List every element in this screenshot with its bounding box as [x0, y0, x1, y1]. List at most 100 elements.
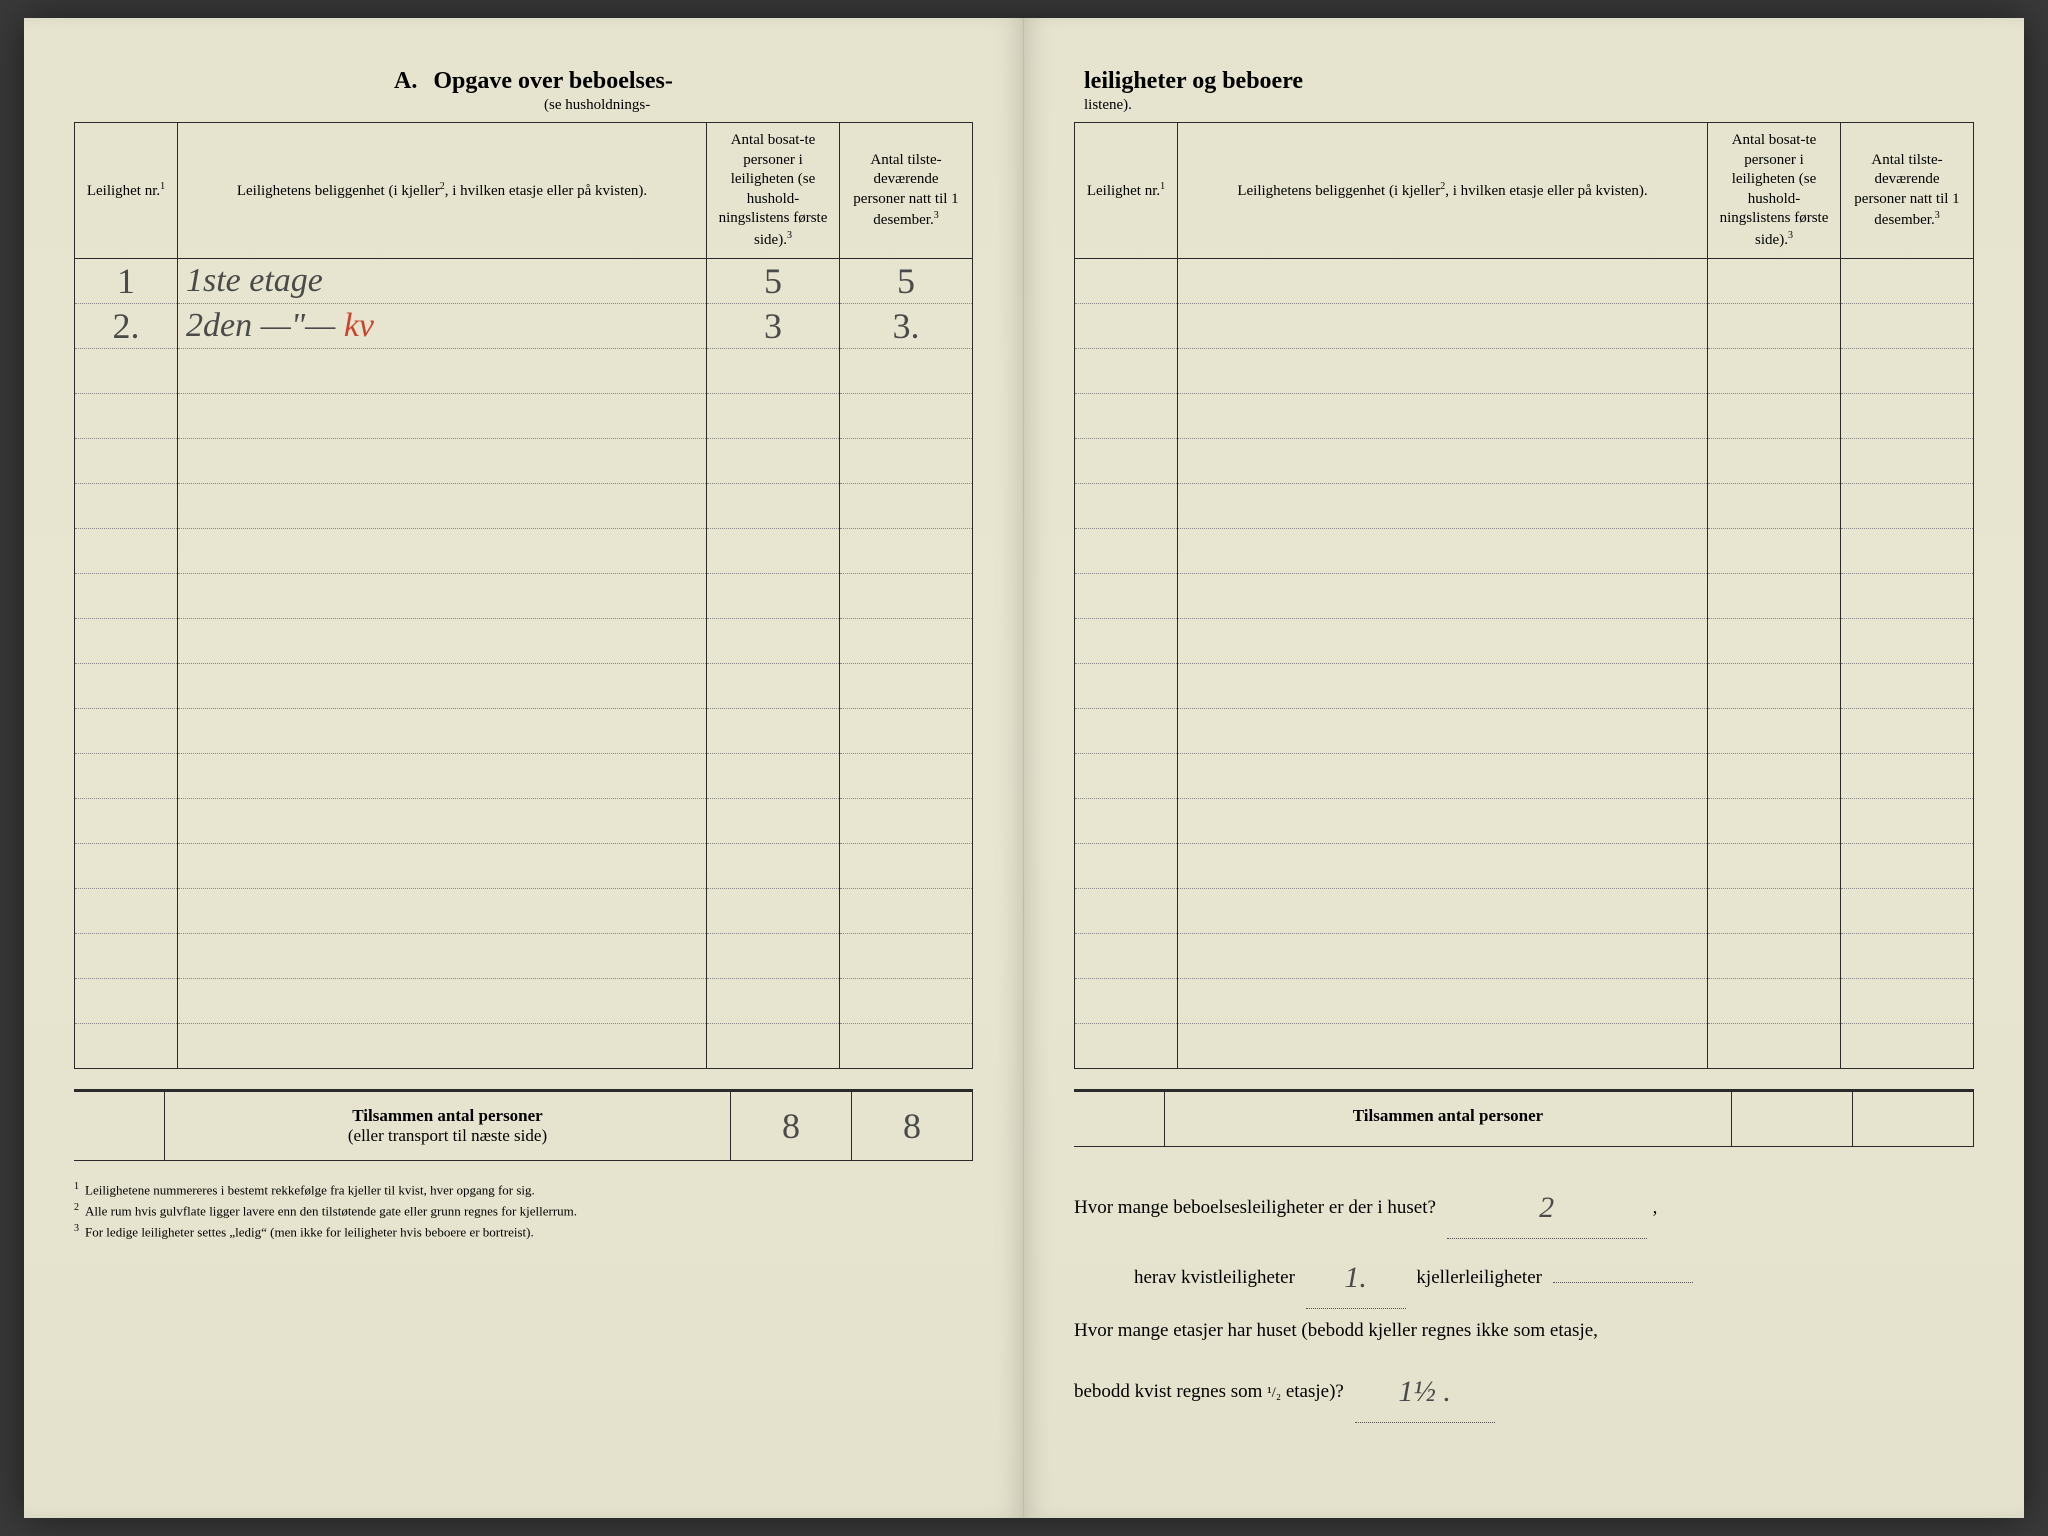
- table-row-blank: [1075, 664, 1974, 709]
- table-row-blank: [75, 529, 973, 574]
- table-row-blank: [1075, 934, 1974, 979]
- table-row-blank: [1075, 709, 1974, 754]
- main-table-right: Leilighet nr.1 Leilighetens beliggenhet …: [1074, 122, 1974, 1069]
- table-row-blank: [75, 1024, 973, 1069]
- header-n1-text-r: Antal bosat-te personer i leiligheten (s…: [1720, 132, 1829, 248]
- table-row-blank: [1075, 439, 1974, 484]
- cell-n1: 5: [707, 259, 840, 304]
- cell-loc: 2den —"— kv: [178, 304, 707, 349]
- header-nr-text-r: Leilighet nr.: [1087, 183, 1160, 199]
- question-3b: bebodd kvist regnes som ¹/₂ etasje)? 1½ …: [1074, 1353, 1974, 1423]
- table-row-blank: [75, 889, 973, 934]
- q2-text-a: herav kvistleiligheter: [1134, 1267, 1295, 1288]
- question-3: Hvor mange etasjer har huset (bebodd kje…: [1074, 1309, 1974, 1353]
- footnote: 1Leilighetene nummereres i bestemt rekke…: [74, 1179, 973, 1200]
- q2-blank2: [1553, 1282, 1693, 1283]
- totals-label: Tilsammen antal personer (eller transpor…: [165, 1092, 731, 1160]
- q3-ans: 1½ .: [1398, 1375, 1451, 1408]
- header-n1: Antal bosat-te personer i leiligheten (s…: [707, 123, 840, 259]
- footnote: 2Alle rum hvis gulvflate ligger lavere e…: [74, 1200, 973, 1221]
- table-row-blank: [1075, 484, 1974, 529]
- subtitle-right: listene).: [1074, 97, 1974, 114]
- header-n1-sup: 3: [787, 230, 792, 241]
- header-n2-text: Antal tilste-deværende personer natt til…: [853, 152, 958, 229]
- table-row-blank: [1075, 529, 1974, 574]
- header-loc-r: Leilighetens beliggenhet (i kjeller2, i …: [1178, 123, 1708, 259]
- main-table-left: Leilighet nr.1 Leilighetens beliggenhet …: [74, 122, 973, 1069]
- header-loc-cont: , i hvilken etasje eller på kvisten).: [445, 183, 647, 199]
- header-nr-sup: 1: [160, 181, 165, 192]
- document-spread: A. Opgave over beboelses- (se husholdnin…: [24, 18, 2024, 1518]
- totals-label-bold: Tilsammen antal personer: [352, 1106, 542, 1125]
- right-page: leiligheter og beboere listene). Leiligh…: [1024, 18, 2024, 1518]
- table-row-blank: [75, 979, 973, 1024]
- table-row-blank: [1075, 619, 1974, 664]
- totals-spacer: [74, 1092, 165, 1160]
- header-loc-text-r: Leilighetens beliggenhet (i kjeller: [1237, 183, 1440, 199]
- cell-n2: 5: [840, 259, 973, 304]
- header-n2-r: Antal tilste-deværende personer natt til…: [1841, 123, 1974, 259]
- q1-ans: 2: [1539, 1191, 1554, 1224]
- q3-text-b: bebodd kvist regnes som: [1074, 1381, 1262, 1402]
- table-row-blank: [1075, 799, 1974, 844]
- table-row-blank: [1075, 979, 1974, 1024]
- question-1: Hvor mange beboelsesleiligheter er der i…: [1074, 1169, 1974, 1239]
- table-row-blank: [1075, 754, 1974, 799]
- table-row-blank: [1075, 304, 1974, 349]
- totals-v1-val: 8: [782, 1105, 800, 1147]
- totals-row-left: Tilsammen antal personer (eller transpor…: [74, 1089, 973, 1161]
- totals-label-r: Tilsammen antal personer: [1165, 1092, 1732, 1146]
- header-nr-text: Leilighet nr.: [87, 183, 160, 199]
- header-n1-r: Antal bosat-te personer i leiligheten (s…: [1708, 123, 1841, 259]
- totals-v2: 8: [852, 1092, 973, 1160]
- q3-text-a: Hvor mange etasjer har huset (bebodd kje…: [1074, 1320, 1598, 1341]
- header-loc-cont-r: , i hvilken etasje eller på kvisten).: [1445, 183, 1647, 199]
- title-letter: A.: [394, 68, 417, 95]
- table-row-blank: [75, 709, 973, 754]
- cell-nr: 2.: [75, 304, 178, 349]
- totals-v2-val: 8: [903, 1105, 921, 1147]
- table-row-blank: [1075, 844, 1974, 889]
- cell-n2: 3.: [840, 304, 973, 349]
- header-loc-text: Leilighetens beliggenhet (i kjeller: [237, 183, 440, 199]
- table-row-blank: [75, 574, 973, 619]
- header-nr-sup-r: 1: [1160, 181, 1165, 192]
- totals-v1-r: [1732, 1092, 1853, 1146]
- questions: Hvor mange beboelsesleiligheter er der i…: [1074, 1169, 1974, 1423]
- totals-label-sub: (eller transport til næste side): [348, 1126, 547, 1145]
- q2-ans: 1.: [1344, 1261, 1367, 1294]
- table-row: 2. 2den —"— kv 3 3.: [75, 304, 973, 349]
- table-row-blank: [1075, 1024, 1974, 1069]
- table-row-blank: [75, 484, 973, 529]
- footnotes: 1Leilighetene nummereres i bestemt rekke…: [74, 1179, 973, 1241]
- table-row-blank: [1075, 889, 1974, 934]
- table-row-blank: [1075, 259, 1974, 304]
- header-n2-sup-r: 3: [1935, 210, 1940, 221]
- header-n1-sup-r: 3: [1788, 230, 1793, 241]
- totals-v2-r: [1853, 1092, 1974, 1146]
- header-nr: Leilighet nr.1: [75, 123, 178, 259]
- q2-text-b: kjellerleiligheter: [1416, 1267, 1542, 1288]
- table-row-blank: [75, 844, 973, 889]
- totals-v1: 8: [731, 1092, 852, 1160]
- q2-blank1: 1.: [1306, 1239, 1406, 1309]
- title-left: A. Opgave over beboelses-: [74, 68, 973, 95]
- q3-text-c: etasje)?: [1286, 1381, 1344, 1402]
- header-loc: Leilighetens beliggenhet (i kjeller2, i …: [178, 123, 707, 259]
- table-row-blank: [75, 349, 973, 394]
- table-row-blank: [75, 394, 973, 439]
- header-n2-text-r: Antal tilste-deværende personer natt til…: [1854, 152, 1959, 229]
- cell-loc: 1ste etage: [178, 259, 707, 304]
- header-n2: Antal tilste-deværende personer natt til…: [840, 123, 973, 259]
- table-row-blank: [75, 754, 973, 799]
- table-row-blank: [75, 619, 973, 664]
- table-row-blank: [1075, 574, 1974, 619]
- q1-text: Hvor mange beboelsesleiligheter er der i…: [1074, 1197, 1436, 1218]
- table-row-blank: [75, 799, 973, 844]
- header-nr-r: Leilighet nr.1: [1075, 123, 1178, 259]
- table-row-blank: [75, 439, 973, 484]
- cell-nr: 1: [75, 259, 178, 304]
- left-page: A. Opgave over beboelses- (se husholdnin…: [24, 18, 1024, 1518]
- question-2: herav kvistleiligheter 1. kjellerleiligh…: [1074, 1239, 1974, 1309]
- title-right: leiligheter og beboere: [1074, 68, 1974, 95]
